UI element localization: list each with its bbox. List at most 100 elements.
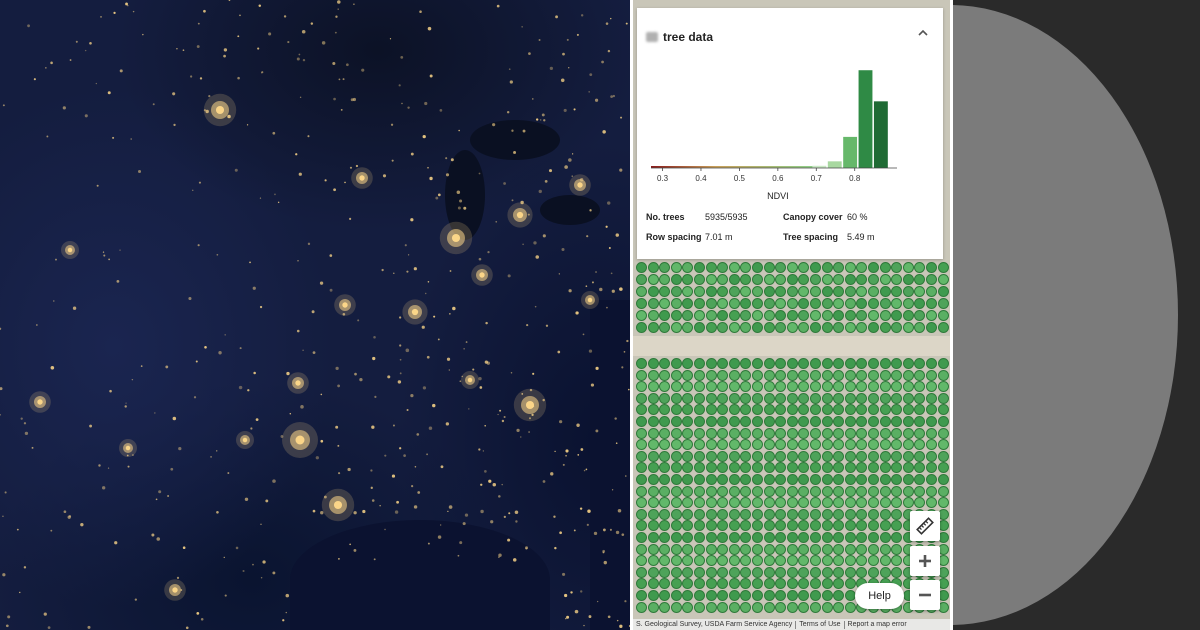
city-light [19,591,21,594]
help-button[interactable]: Help [855,583,904,609]
orchard-tree [694,555,705,567]
orchard-tree [752,532,763,543]
city-light [541,113,545,117]
orchard-tree [682,310,694,321]
orchard-tree [740,439,752,451]
city-light [479,386,483,389]
orchard-tree [670,262,682,273]
city-light [320,439,324,443]
city-light [223,48,228,52]
orchard-tree [752,450,763,462]
grey-disk-shape [953,5,1178,625]
city-light [512,558,517,562]
orchard-tree [659,427,671,439]
city-light [602,549,606,553]
orchard-tree [659,262,671,273]
city-light [295,435,305,445]
report-error-link[interactable]: Report a map error [847,621,907,628]
city-light [393,272,395,274]
orchard-tree [926,450,937,462]
orchard-tree [670,520,682,532]
city-light [109,389,112,393]
zoom-in-button[interactable] [910,546,940,576]
city-light [362,509,366,514]
orchard-tree [786,404,798,416]
city-light [296,329,300,333]
orchard-tree [868,462,879,474]
chevron-up-icon[interactable] [916,26,930,40]
city-light [302,349,304,351]
orchard-tree [705,416,717,427]
orchard-tree [682,497,694,509]
orchard-tree [844,508,856,520]
attribution-divider [843,620,845,629]
city-light [289,412,292,415]
orchard-tree [682,416,694,427]
orchard-tree [670,381,682,393]
orchard-tree [636,286,647,297]
city-light [599,287,603,292]
orchard-tree [670,508,682,520]
orchard-tree [879,485,891,497]
city-light [172,587,178,593]
orchard-tree [763,298,775,309]
terms-link[interactable]: Terms of Use [799,621,841,628]
attribution-divider [795,620,797,629]
orchard-tree [902,404,914,416]
orchard-tree [902,381,914,393]
tree-data-card: tree data 0.3 0.4 0.5 0.6 0.7 0.8 NDVI No. tre… [637,8,943,259]
city-light [75,40,78,43]
city-light [445,157,448,160]
city-light [534,305,537,308]
orchard-tree [891,262,903,273]
orchard-tree [647,322,659,333]
orchard-tree [810,322,821,333]
city-light [154,412,156,414]
orchard-tree [786,474,798,485]
orchard-tree [740,485,752,497]
city-light [272,571,276,575]
orchard-tree [775,485,787,497]
orchard-tree [937,298,949,309]
orchard-tree [775,286,787,297]
city-light [624,600,627,603]
orchard-tree [810,474,821,485]
zoom-out-button[interactable] [910,580,940,610]
orchard-tree [879,404,891,416]
orchard-tree [891,358,903,369]
orchard-tree [844,322,856,333]
city-light [566,38,569,41]
orchard-tree [694,485,705,497]
city-light [261,71,264,74]
orchard-tree [798,392,810,404]
orchard-tree [868,310,879,321]
orchard-tree [636,322,647,333]
orchard-tree [821,427,833,439]
orchard-tree [670,462,682,474]
orchard-tree [786,532,798,543]
orchard-satellite-map[interactable]: tree data 0.3 0.4 0.5 0.6 0.7 0.8 NDVI No. tre… [633,0,950,630]
city-light [416,433,420,436]
city-light [298,172,302,176]
orchard-tree [914,358,926,369]
orchard-tree [798,262,810,273]
city-light [371,499,375,502]
orchard-tree [636,369,647,381]
orchard-tree [821,566,833,578]
city-light [410,152,414,156]
orchard-tree [763,322,775,333]
orchard-tree [705,474,717,485]
measure-button[interactable] [910,511,940,541]
city-light [521,25,523,28]
city-light [389,38,392,40]
orchard-tree [659,485,671,497]
city-light [426,355,430,359]
orchard-tree [902,310,914,321]
orchard-tree [740,358,752,369]
orchard-tree [914,427,926,439]
orchard-tree [752,566,763,578]
city-light [182,49,185,51]
city-light [588,90,591,93]
orchard-tree [728,274,740,285]
city-light [625,22,628,25]
